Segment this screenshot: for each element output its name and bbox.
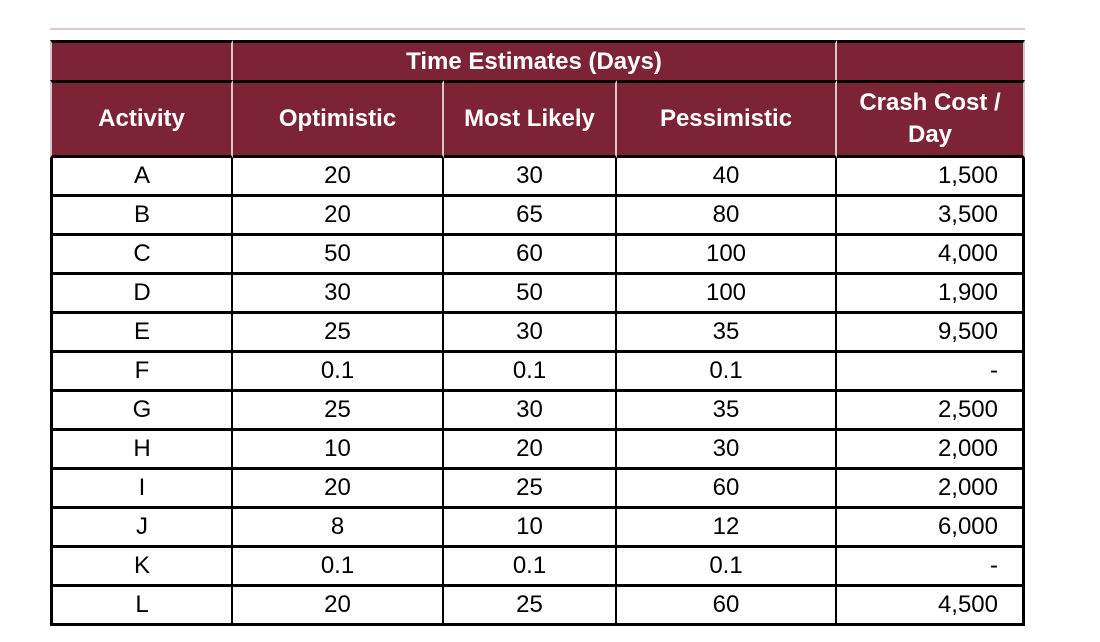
cell-optimistic: 30	[233, 275, 444, 314]
cell-pessimistic: 40	[617, 158, 837, 197]
cell-pessimistic: 80	[617, 197, 837, 236]
cell-optimistic: 20	[233, 158, 444, 197]
cell-crash-cost: 2,500	[837, 392, 1025, 431]
row-label-G: G	[50, 392, 233, 431]
cell-crash-cost: -	[837, 548, 1025, 587]
row-label-H: H	[50, 431, 233, 470]
cell-pessimistic: 12	[617, 509, 837, 548]
row-label-F: F	[50, 353, 233, 392]
cell-pessimistic: 0.1	[617, 353, 837, 392]
column-header-most-likely: Most Likely	[444, 80, 617, 158]
cell-optimistic: 8	[233, 509, 444, 548]
column-header-optimistic: Optimistic	[233, 80, 444, 158]
cell-most-likely: 30	[444, 158, 617, 197]
row-label-I: I	[50, 470, 233, 509]
cell-optimistic: 25	[233, 392, 444, 431]
time-estimates-table: Time Estimates (Days) Activity Optimisti…	[50, 40, 1025, 626]
group-header-time-estimates: Time Estimates (Days)	[233, 40, 837, 80]
cell-optimistic: 0.1	[233, 548, 444, 587]
cell-most-likely: 25	[444, 587, 617, 626]
cell-optimistic: 50	[233, 236, 444, 275]
cell-most-likely: 30	[444, 392, 617, 431]
row-label-J: J	[50, 509, 233, 548]
cell-optimistic: 10	[233, 431, 444, 470]
cell-most-likely: 0.1	[444, 353, 617, 392]
row-label-E: E	[50, 314, 233, 353]
cell-crash-cost: 3,500	[837, 197, 1025, 236]
header-blank-crash-cost	[837, 40, 1025, 80]
cell-most-likely: 0.1	[444, 548, 617, 587]
cell-crash-cost: 4,000	[837, 236, 1025, 275]
cell-crash-cost: 2,000	[837, 431, 1025, 470]
column-header-crash-cost: Crash Cost / Day	[837, 80, 1025, 158]
cell-most-likely: 10	[444, 509, 617, 548]
cell-optimistic: 20	[233, 197, 444, 236]
cell-crash-cost: 2,000	[837, 470, 1025, 509]
cell-pessimistic: 60	[617, 587, 837, 626]
cell-crash-cost: 9,500	[837, 314, 1025, 353]
cell-crash-cost: 1,900	[837, 275, 1025, 314]
cell-crash-cost: 1,500	[837, 158, 1025, 197]
row-label-A: A	[50, 158, 233, 197]
cell-most-likely: 25	[444, 470, 617, 509]
cell-most-likely: 65	[444, 197, 617, 236]
cell-optimistic: 0.1	[233, 353, 444, 392]
row-label-D: D	[50, 275, 233, 314]
cell-pessimistic: 35	[617, 392, 837, 431]
row-label-L: L	[50, 587, 233, 626]
cell-crash-cost: 6,000	[837, 509, 1025, 548]
row-label-C: C	[50, 236, 233, 275]
cell-most-likely: 60	[444, 236, 617, 275]
cell-optimistic: 25	[233, 314, 444, 353]
cell-most-likely: 50	[444, 275, 617, 314]
cell-most-likely: 20	[444, 431, 617, 470]
cell-pessimistic: 100	[617, 275, 837, 314]
cell-pessimistic: 0.1	[617, 548, 837, 587]
cell-crash-cost: -	[837, 353, 1025, 392]
cell-pessimistic: 60	[617, 470, 837, 509]
cell-pessimistic: 30	[617, 431, 837, 470]
column-header-activity: Activity	[50, 80, 233, 158]
row-label-K: K	[50, 548, 233, 587]
header-blank-activity	[50, 40, 233, 80]
cell-optimistic: 20	[233, 470, 444, 509]
cell-crash-cost: 4,500	[837, 587, 1025, 626]
cell-optimistic: 20	[233, 587, 444, 626]
cell-most-likely: 30	[444, 314, 617, 353]
cell-pessimistic: 35	[617, 314, 837, 353]
row-label-B: B	[50, 197, 233, 236]
top-accent-strip	[50, 28, 1025, 30]
column-header-pessimistic: Pessimistic	[617, 80, 837, 158]
cell-pessimistic: 100	[617, 236, 837, 275]
